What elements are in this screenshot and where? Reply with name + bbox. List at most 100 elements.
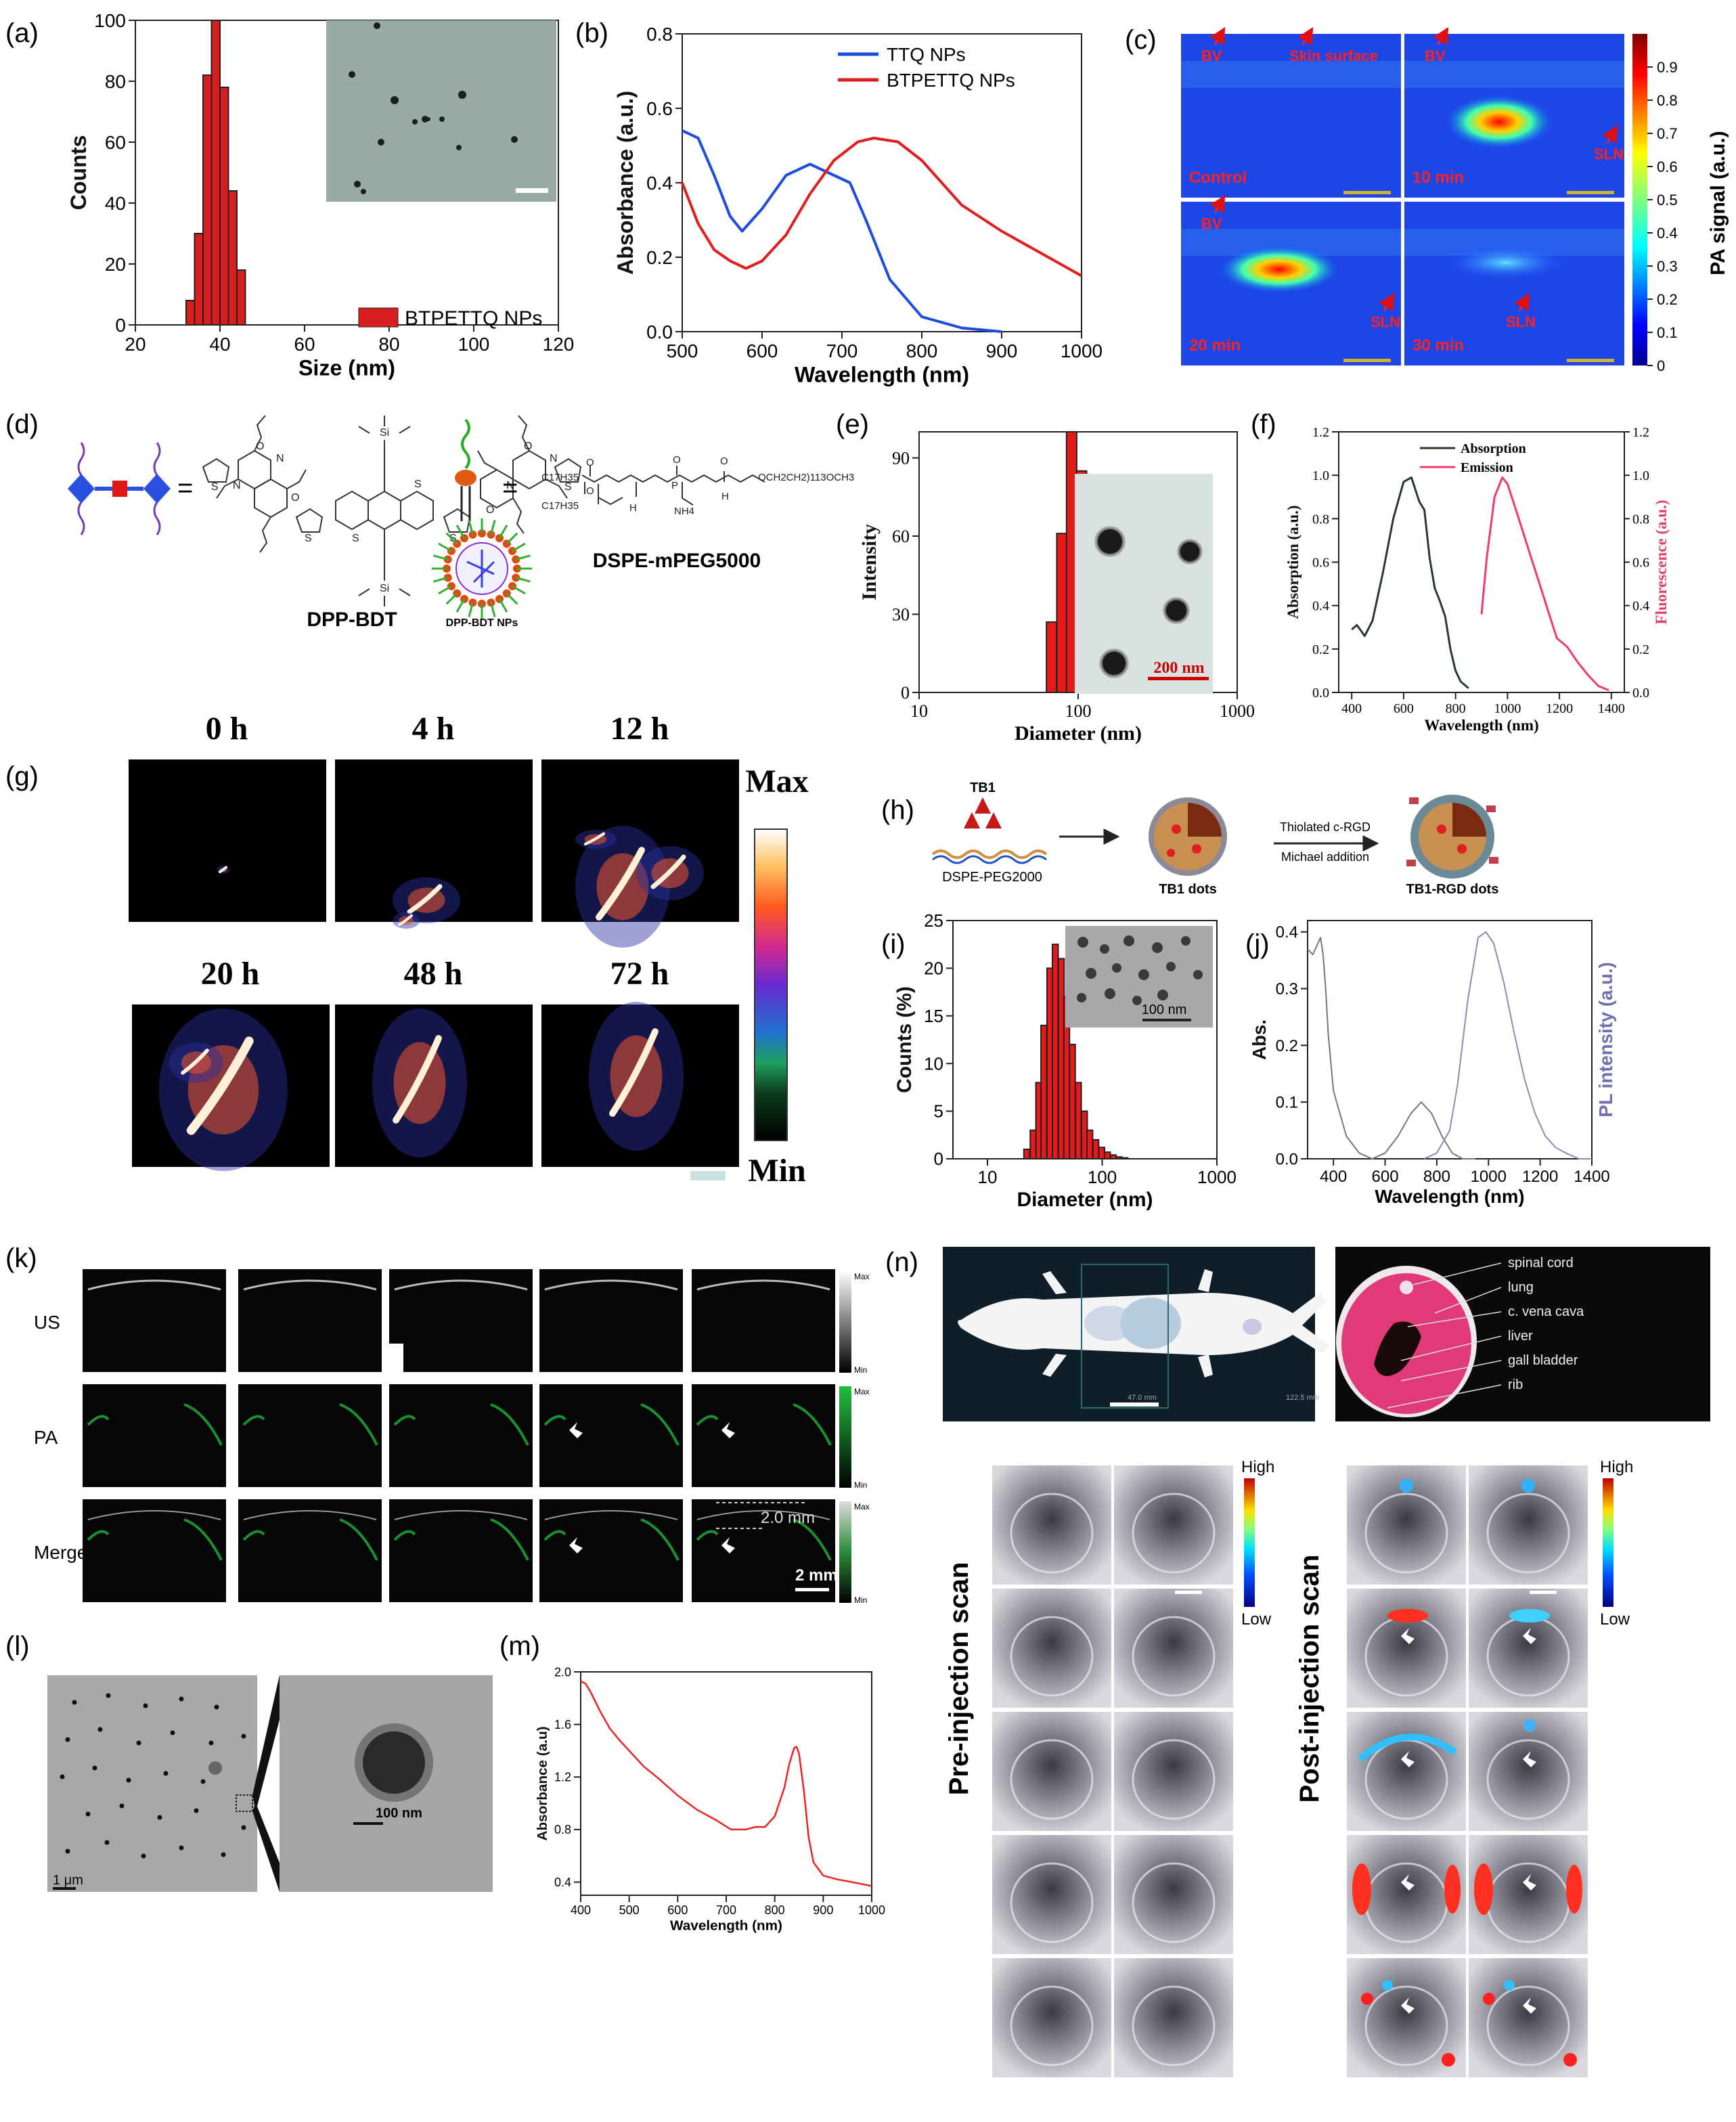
scale-bar-e	[1148, 677, 1209, 680]
arrow-icon	[1401, 1751, 1415, 1767]
ruler-label-b: 122.5 mm	[1286, 1394, 1319, 1402]
colorbar-tick-label: 0.7	[1657, 125, 1678, 142]
vessel-core	[181, 1048, 209, 1075]
peg-tail	[490, 602, 496, 617]
nanoparticle-dot	[241, 1825, 246, 1830]
ultrasound-scan-tile	[992, 1712, 1111, 1831]
arrow-icon	[1523, 1997, 1536, 2014]
pa-signal	[696, 1518, 832, 1561]
signal-spot	[1523, 1719, 1536, 1731]
x-tick-label: 600	[667, 1903, 688, 1917]
y-tick-label: 0.3	[1276, 980, 1298, 998]
legend-label: Absorption	[1461, 441, 1526, 456]
skin-line	[544, 1510, 678, 1520]
y-tick-label: 0	[115, 315, 126, 336]
panel-g: (g) 0 h 4 h 12 h 20 h 48 h 72 h Max Min	[5, 711, 809, 1189]
nanoparticle-dot	[119, 1803, 125, 1809]
histogram-bar	[1115, 1156, 1123, 1159]
signal-spot	[1442, 2053, 1455, 2066]
post-injection-label: Post-injection scan	[1295, 1555, 1325, 1803]
x-tick-label: 10	[978, 1167, 998, 1187]
y-tick-label: 0.2	[1276, 1037, 1298, 1055]
pa-tile-band	[1404, 61, 1624, 88]
scale-bar-a	[516, 188, 548, 193]
merge-colorbar	[839, 1501, 851, 1603]
x-tick-label: 800	[765, 1903, 785, 1917]
y-tick-label: 0.4	[646, 173, 673, 194]
y-tick-label: 20	[105, 254, 126, 275]
body-outline	[1364, 1985, 1448, 2066]
body-outline	[1132, 1493, 1216, 1574]
x-axis-label: Wavelength (nm)	[1424, 717, 1538, 734]
y-axis-label: Absorbance (a.u)	[535, 1727, 550, 1841]
x-axis-label: Size (nm)	[298, 355, 395, 380]
colorbar-tick-label: 0.9	[1657, 59, 1678, 76]
skin-line	[243, 1279, 377, 1291]
arrow-top-label: Thiolated c-RGD	[1280, 820, 1371, 834]
x-tick-label: 600	[1394, 701, 1414, 716]
anatomy-label: rib	[1508, 1377, 1523, 1392]
svg-text:P: P	[671, 480, 678, 491]
signal-spot	[1352, 1863, 1371, 1915]
svg-text:S: S	[414, 479, 422, 490]
spectra-chart-f: 400 600 800 1000 1200 1400 0.0 0.2 0.4 0.6 0.8 1.0 1…	[1285, 425, 1670, 734]
y-tick-label: 1.2	[1312, 425, 1329, 440]
series-line-data	[580, 1680, 872, 1887]
depth-label: 2.0 mm	[761, 1509, 815, 1527]
colorbar-tick-label: 0.6	[1657, 158, 1678, 175]
dspe-peg-name: DSPE-mPEG5000	[593, 550, 761, 572]
tem-particles-a	[349, 22, 518, 194]
y-tick-label: 10	[924, 1053, 943, 1074]
ultrasound-scan-tile	[1114, 1835, 1233, 1954]
y-tick-label: 1.2	[554, 1771, 571, 1784]
scale-bar-l-2	[353, 1822, 383, 1825]
nanoparticle-dot	[194, 1808, 199, 1813]
nanoparticle-dot	[92, 1765, 97, 1771]
histogram-bar	[185, 300, 196, 326]
anatomy-label: lung	[1508, 1280, 1534, 1295]
pa-tile-caption: 10 min	[1412, 169, 1464, 187]
pa-signal	[87, 1403, 223, 1446]
body-outline	[1010, 1862, 1094, 1943]
ultrasound-scan-tile	[1469, 1589, 1588, 1708]
y2-tick-label: 0.6	[1632, 556, 1649, 571]
body-outline	[1486, 1739, 1570, 1820]
histogram-bar	[1121, 1157, 1129, 1160]
k-colorbar-labels: Max Min Max Min Max Min	[854, 1272, 870, 1605]
us-pa-tile	[83, 1384, 226, 1487]
x-tick-label: 1000	[1220, 701, 1255, 721]
colorbar-tick-label: 0.4	[1657, 225, 1678, 242]
us-colorbar	[839, 1271, 851, 1373]
size-distribution-i: 10 100 1000 0 5 10 15 20 25 Diameter (nm) Counts (…	[893, 910, 1237, 1211]
colorbar-max-label: Max	[854, 1272, 870, 1281]
histogram-bar	[1046, 621, 1058, 693]
tem-inset-e	[1075, 474, 1213, 694]
x-tick-label: 800	[1446, 701, 1466, 716]
svg-text:N: N	[550, 453, 558, 464]
pa-annotation: Skin surface	[1289, 47, 1378, 64]
us-pa-tile	[389, 1269, 533, 1372]
panel-label-l: (l)	[5, 1631, 30, 1661]
cross-section-image	[1336, 1266, 1477, 1417]
sln-hotspot	[1445, 95, 1553, 149]
histogram-bar	[1023, 1148, 1031, 1160]
y-tick-label: 0.2	[646, 247, 673, 268]
y-axis-label: Absorption (a.u.)	[1285, 505, 1301, 619]
y-tick-label: 1.0	[1312, 468, 1329, 483]
time-label: 20 h	[201, 956, 260, 992]
scale-label-l-2: 100 nm	[376, 1806, 422, 1821]
tem-particles-e	[1094, 526, 1203, 678]
y-tick-label: 0.0	[1312, 686, 1329, 701]
tile-gap	[383, 1344, 403, 1381]
scale-bar-n	[1175, 1591, 1202, 1594]
panel-d: (d) =	[5, 410, 854, 631]
arrow-icon	[569, 1537, 583, 1553]
panel-b: (b) 500 600 700 800 900 1000 0.0 0.2 0.4 0.6 0.8 Wa…	[575, 18, 1103, 386]
y2-axis-label: Fluorescence (a.u.)	[1653, 500, 1670, 624]
histogram-bar	[1075, 1082, 1082, 1159]
arrow-icon	[721, 1422, 735, 1438]
histogram-bar	[1069, 1044, 1076, 1160]
series-line-ttq-nps	[682, 129, 1002, 333]
y2-tick-label: 1.2	[1632, 425, 1649, 440]
